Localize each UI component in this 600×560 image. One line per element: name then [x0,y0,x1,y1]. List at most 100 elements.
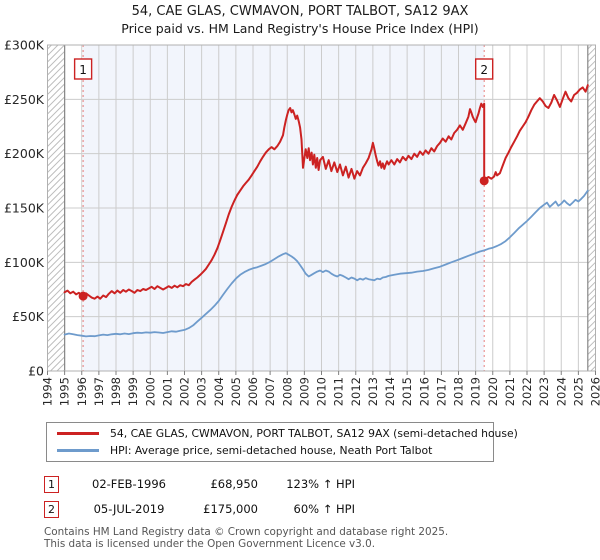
chart-legend: 54, CAE GLAS, CWMAVON, PORT TALBOT, SA12… [46,422,518,462]
x-tick-label: 2020 [486,377,500,406]
x-tick-label: 2014 [383,377,397,406]
y-tick-label: £100K [4,255,45,270]
hatch-line [47,330,65,349]
hatch-line [47,57,65,76]
hatch-line [590,365,596,372]
x-tick-label: 2023 [537,377,551,406]
x-tick-label: 1997 [92,377,106,406]
hatch-line [587,86,596,95]
x-tick-label: 2025 [571,377,585,406]
x-tick-label: 2017 [434,377,448,406]
hatch-line [47,77,65,95]
hatch-line [587,333,596,342]
hatch-line [587,183,596,193]
hatch-line [587,79,596,89]
hatch-line [587,261,596,271]
hatch-line [587,47,596,56]
x-tick-label: 2026 [589,377,600,406]
x-tick-label: 2003 [195,377,209,406]
chart-subtitle: Price paid vs. HM Land Registry's House … [121,21,479,36]
y-tick-label: £150K [4,201,45,216]
sale-1-hpi-delta: 123% ↑ HPI [286,477,355,491]
hatch-line [587,157,596,167]
hatch-line [47,64,65,82]
hatch-line [587,209,596,219]
x-tick-label: 2019 [469,377,483,406]
hatch-line [47,200,65,219]
license-footer-line1: Contains HM Land Registry data © Crown c… [44,526,449,538]
hatch-line [47,207,65,225]
y-tick-label: £0 [28,364,44,379]
hatch-line [47,142,65,160]
hatch-line [47,259,65,277]
legend-label-property: 54, CAE GLAS, CWMAVON, PORT TALBOT, SA12… [110,427,518,440]
hatch-line [47,83,65,102]
sale-row-1: 1 02-FEB-1996 £68,950 123% ↑ HPI [0,476,600,496]
hatch-line [587,73,596,82]
y-tick-label: £200K [4,146,45,161]
sale-2-date: 05-JUL-2019 [93,502,165,516]
sale-1-price: £68,950 [210,477,258,491]
x-tick-label: 1996 [75,377,89,406]
x-tick-label: 2004 [212,377,226,406]
x-tick-label: 2001 [160,377,174,406]
x-tick-label: 2000 [143,377,157,406]
x-tick-label: 2016 [417,377,431,406]
license-footer-line2: This data is licensed under the Open Gov… [44,537,376,550]
hatch-line [587,268,596,277]
hatch-line [47,298,65,316]
legend-label-hpi: HPI: Average price, semi-detached house,… [110,444,433,457]
hatch-line [47,226,65,245]
hatch-line [587,53,596,63]
hatch-line [47,187,65,206]
hatch-line [47,194,65,212]
hatch-line [47,90,65,108]
chart-title: 54, CAE GLAS, CWMAVON, PORT TALBOT, SA12… [131,4,469,19]
sale-1-number-badge: 1 [44,476,59,493]
sale-marker-dot [479,176,489,186]
hatch-line [47,96,65,115]
hatch-line [587,125,596,134]
hatch-line [50,356,65,372]
hatch-line [587,151,596,160]
hatch-line [587,242,596,251]
x-tick-label: 1999 [126,377,140,406]
y-tick-label: £300K [4,38,45,53]
hatch-line [587,92,596,102]
x-tick-label: 2015 [400,377,414,406]
hatch-line [587,352,596,362]
hatch-line [587,248,596,258]
hatch-line [47,181,65,199]
hatch-line [47,129,65,147]
x-tick-label: 1995 [58,377,72,406]
hatch-line [587,229,596,238]
x-tick-label: 2009 [297,377,311,406]
hatch-line [47,252,65,271]
hatch-line [47,51,65,69]
hatch-line [587,359,596,368]
x-tick-label: 2012 [349,377,363,406]
hatch-line [47,44,52,50]
hatch-line [587,112,596,121]
hatch-line [47,317,65,336]
hpi-line-swatch-icon [57,449,99,452]
hatch-line [47,272,65,290]
x-tick-label: 1994 [41,377,55,406]
hatch-line [587,287,596,297]
hatch-line [587,170,596,180]
property-line-swatch-icon [57,432,99,435]
x-tick-label: 2010 [315,377,329,406]
hatch-line [47,168,65,186]
hatch-line [47,246,65,264]
sale-1-date: 02-FEB-1996 [92,477,166,491]
x-tick-label: 2007 [263,377,277,406]
hatch-line [587,235,596,245]
legend-row-hpi: HPI: Average price, semi-detached house,… [47,442,493,459]
hatch-line [47,44,59,56]
series-line-property [63,84,589,300]
hatch-line [587,44,593,50]
hatch-line [47,285,65,303]
x-tick-label: 2011 [332,377,346,406]
x-tick-label: 2021 [503,377,517,406]
hatch-line [587,346,596,355]
